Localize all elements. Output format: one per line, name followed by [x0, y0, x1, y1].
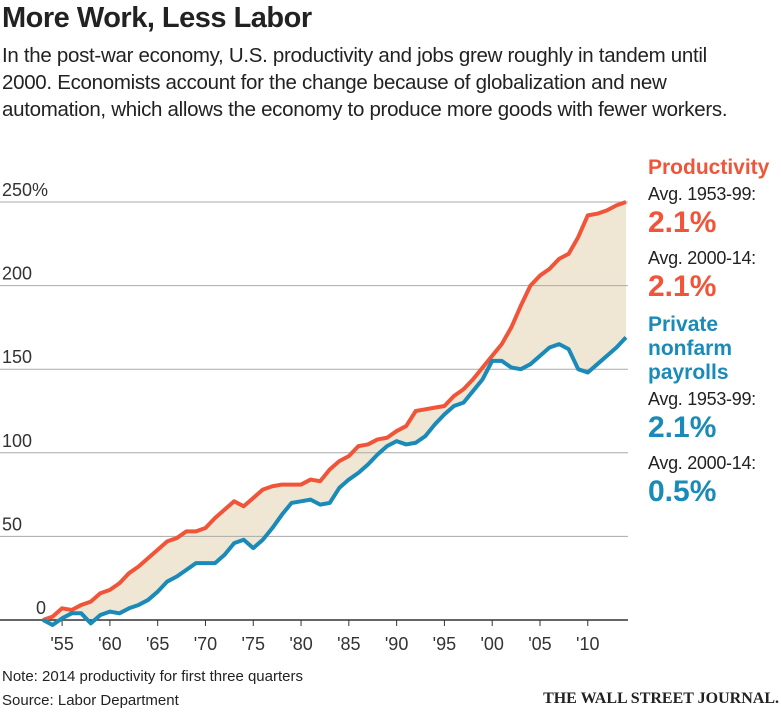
- average-period: Avg. 2000-14:: [648, 453, 756, 473]
- average-period: Avg. 1953-99:: [648, 389, 756, 409]
- credit: THE WALL STREET JOURNAL.: [543, 690, 779, 707]
- series-line: [42, 200, 627, 622]
- x-tick-label: '55: [50, 634, 73, 654]
- series-line: [42, 336, 628, 628]
- series-annotation: Productivity Avg. 1953-99: 2.1% Avg. 2000-1…: [648, 156, 781, 305]
- y-tick-label: 0: [36, 598, 46, 618]
- x-tick-label: '75: [242, 634, 265, 654]
- x-tick-label: '10: [576, 634, 599, 654]
- x-tick-label: '70: [194, 634, 217, 654]
- y-tick-label: 200: [2, 264, 32, 284]
- average-value: 2.1%: [648, 270, 717, 303]
- legend-entry: Private nonfarm payrolls: [648, 313, 732, 384]
- x-tick-label: '05: [528, 634, 551, 654]
- source: Source: Labor Department: [2, 692, 179, 709]
- y-tick-label: 250%: [2, 180, 48, 200]
- chart-title: More Work, Less Labor: [2, 2, 312, 34]
- x-tick-label: '85: [337, 634, 360, 654]
- x-tick-label: '60: [98, 634, 121, 654]
- legend-entry: Productivity: [648, 156, 770, 179]
- x-tick-label: '95: [433, 634, 456, 654]
- average-period: Avg. 1953-99:: [648, 184, 756, 204]
- series-annotation: Private nonfarm payrolls Avg. 1953-99: 2.1…: [648, 313, 781, 510]
- average-value: 2.1%: [648, 411, 717, 444]
- note: Note: 2014 productivity for first three …: [2, 668, 303, 685]
- y-tick-label: 50: [2, 514, 22, 534]
- y-tick-label: 100: [2, 431, 32, 451]
- average-value: 0.5%: [648, 475, 717, 508]
- gap-area: [43, 202, 626, 626]
- chart-subtitle: In the post-war economy, U.S. productivi…: [2, 44, 728, 121]
- x-tick-label: '00: [480, 634, 503, 654]
- x-tick-label: '90: [385, 634, 408, 654]
- average-period: Avg. 2000-14:: [648, 248, 756, 268]
- annotations: Productivity Avg. 1953-99: 2.1% Avg. 2000-1…: [648, 156, 781, 518]
- x-tick-label: '80: [289, 634, 312, 654]
- y-tick-label: 150: [2, 347, 32, 367]
- x-tick-label: '65: [146, 634, 169, 654]
- average-value: 2.1%: [648, 206, 717, 239]
